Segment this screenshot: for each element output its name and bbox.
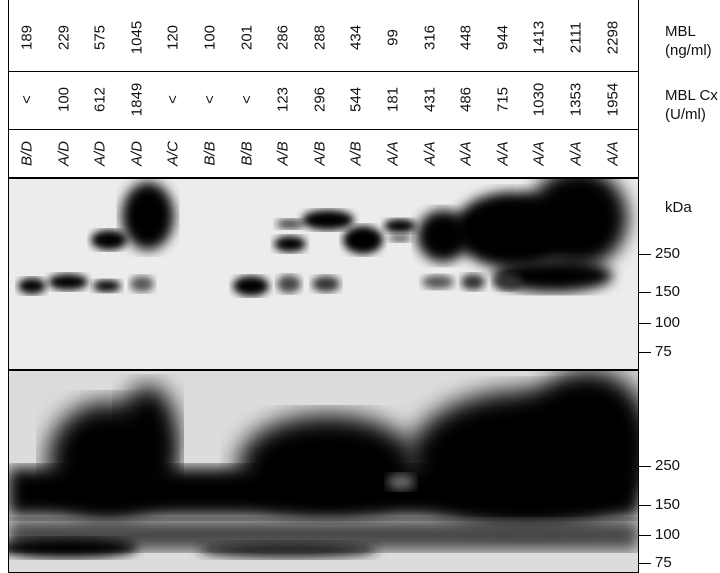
genotype-value: A/B [274,141,292,166]
genotype-value: A/D [128,140,146,167]
top-marker-250: 250 [655,245,681,262]
mbl-cx-value: 1030 [530,82,548,117]
row-divider-1 [8,71,639,72]
genotype-value: A/A [604,141,622,166]
mbl-value: 99 [384,29,402,46]
top-blot-image [8,178,639,370]
genotype-value: A/B [311,141,329,166]
mbl-value: 189 [18,24,36,51]
top-marker-tick-75 [639,352,651,353]
kda-unit-label: kDa [665,199,692,216]
top-marker-100: 100 [655,314,681,331]
mbl-value: 120 [164,24,182,51]
top-marker-150: 150 [655,283,681,300]
mbl-value: 286 [274,24,292,51]
bottom-marker-150: 150 [655,496,681,513]
bottom-blot-bands [9,371,638,572]
mbl-value: 100 [201,24,219,51]
mbl-cx-value: 123 [274,86,292,113]
bottom-marker-tick-150 [639,505,651,506]
mbl-cx-value: 715 [494,86,512,113]
mbl-value: 229 [55,24,73,51]
mbl-cx-value: < [201,95,219,104]
mbl-cx-value: 544 [347,86,365,113]
genotype-value: A/C [164,140,182,167]
mbl-value: 201 [238,24,256,51]
mbl-value: 288 [311,24,329,51]
genotype-value: B/D [18,140,36,167]
mbl-value: 575 [91,24,109,51]
mbl-cx-value: 296 [311,86,329,113]
header-table [8,0,639,178]
bottom-marker-75: 75 [655,554,672,571]
mbl-row-label: MBL (ng/ml) [665,23,712,59]
mbl-cx-row-label: MBL Cx (U/ml) [665,87,718,123]
mbl-value: 1413 [530,20,548,55]
mbl-cx-value: 1954 [604,82,622,117]
genotype-value: A/A [457,141,475,166]
bottom-blot-image [8,370,639,573]
mbl-value: 2111 [567,21,585,54]
genotype-value: B/B [201,141,219,166]
genotype-value: A/A [530,141,548,166]
bottom-marker-tick-100 [639,535,651,536]
mbl-value: 448 [457,24,475,51]
genotype-value: A/A [384,141,402,166]
genotype-value: A/A [494,141,512,166]
genotype-value: A/D [55,140,73,167]
mbl-cx-value: 431 [421,86,439,113]
mbl-value: 316 [421,24,439,51]
row-divider-2 [8,129,639,130]
mbl-cx-value: 1849 [128,82,146,117]
genotype-value: A/A [567,141,585,166]
genotype-value: A/D [91,140,109,167]
mbl-value: 434 [347,24,365,51]
top-marker-tick-100 [639,323,651,324]
mbl-cx-value: < [164,95,182,104]
mbl-cx-value: < [238,95,256,104]
top-marker-tick-150 [639,292,651,293]
genotype-value: A/B [347,141,365,166]
mbl-value: 1045 [128,20,146,55]
mbl-cx-value: 181 [384,86,402,113]
bottom-marker-250: 250 [655,457,681,474]
top-marker-tick-250 [639,254,651,255]
bottom-marker-tick-250 [639,466,651,467]
mbl-cx-value: 100 [55,86,73,113]
mbl-value: 944 [494,24,512,51]
top-marker-75: 75 [655,343,672,360]
genotype-value: B/B [238,141,256,166]
mbl-value: 2298 [604,20,622,55]
bottom-marker-tick-75 [639,563,651,564]
mbl-cx-value: 612 [91,86,109,113]
mbl-cx-value: < [18,95,36,104]
bottom-marker-100: 100 [655,526,681,543]
genotype-value: A/A [421,141,439,166]
mbl-cx-value: 486 [457,86,475,113]
mbl-cx-value: 1353 [567,82,585,117]
top-blot-bands [9,179,638,369]
